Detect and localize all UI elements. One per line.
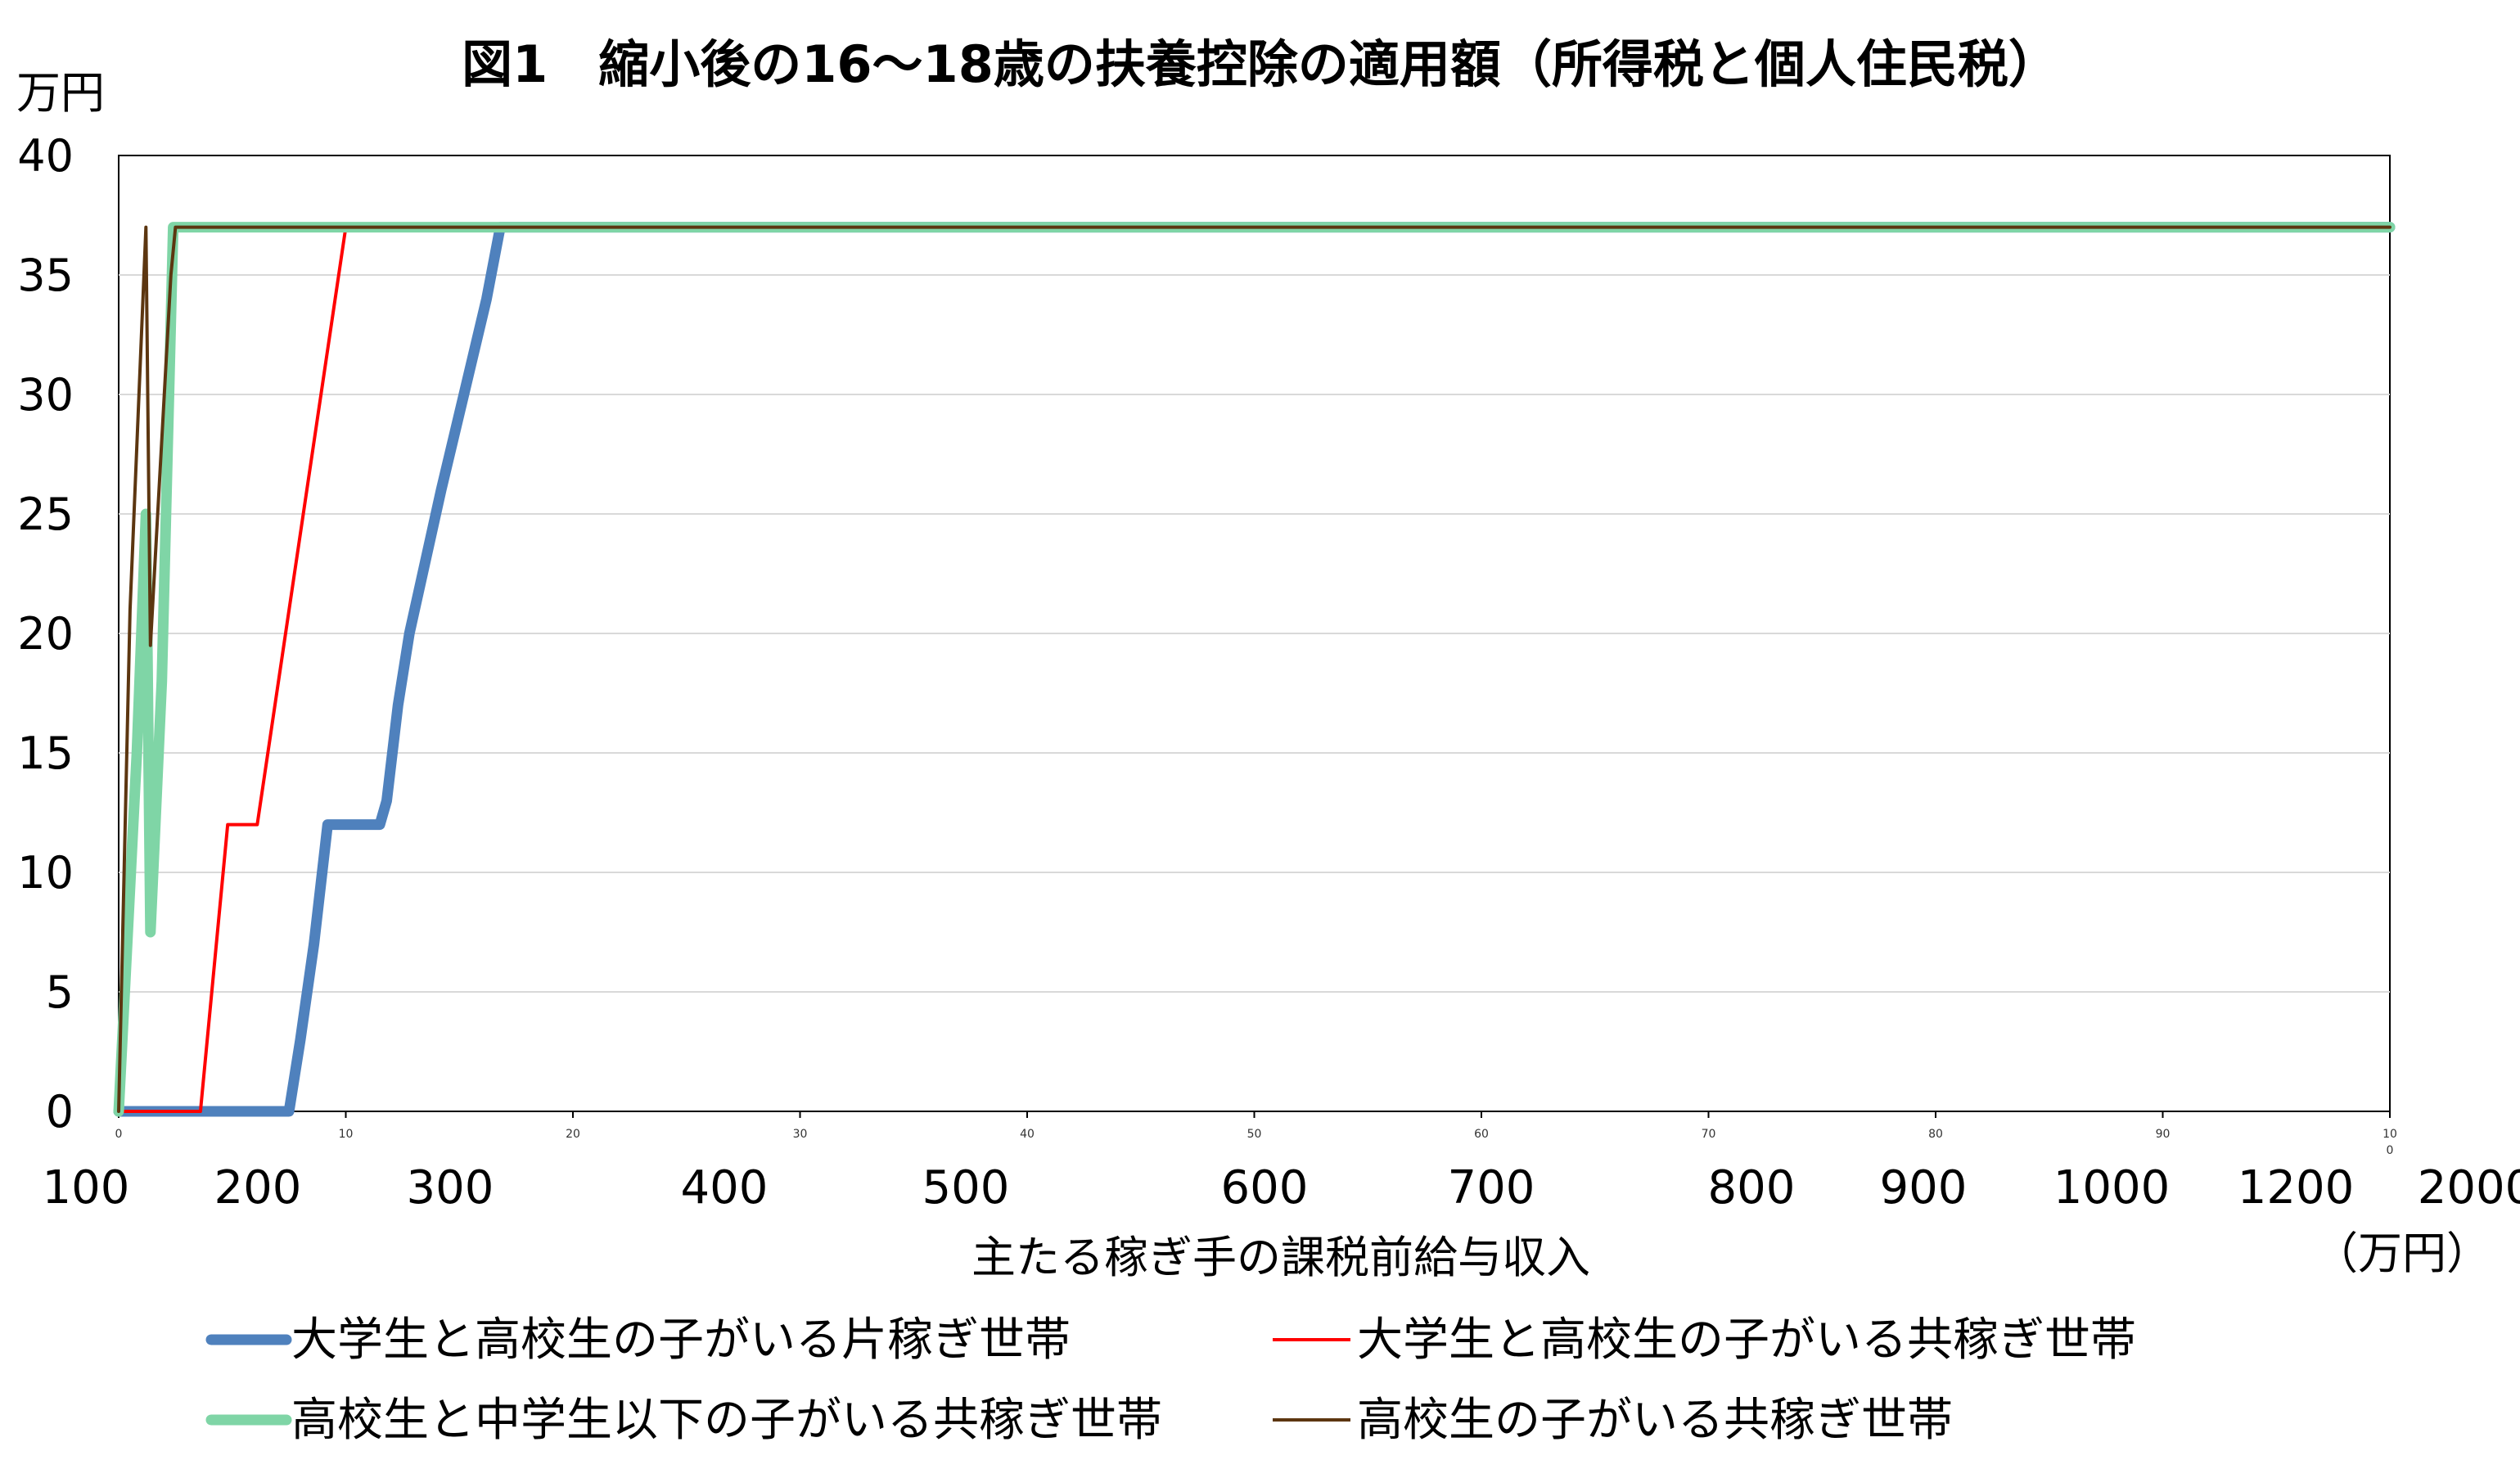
- x-income-label-400: 400: [681, 1161, 769, 1214]
- legend: 大学生と高校生の子がいる片稼ぎ世帯 大学生と高校生の子がいる共稼ぎ世帯 高校生と…: [205, 1314, 2136, 1447]
- x-income-label-200: 200: [214, 1161, 302, 1214]
- legend-label-series-1: 大学生と高校生の子がいる片稼ぎ世帯: [291, 1314, 1071, 1367]
- x-tick-small-label: 50: [1247, 1128, 1262, 1141]
- grid-lines: [119, 274, 2390, 993]
- x-tick-small-label: 40: [1020, 1128, 1035, 1141]
- series-lines: [113, 222, 2396, 1117]
- y-tick-label-0: 0: [46, 1086, 74, 1138]
- x-income-label-600: 600: [1221, 1161, 1309, 1214]
- y-tick-label-10: 10: [17, 847, 74, 899]
- y-tick-label-25: 25: [17, 489, 74, 540]
- x-axis-small-ticks: 0 10 20 30 40 50 60 70 80 90 100: [115, 1111, 2397, 1157]
- x-tick-small-label: 20: [566, 1128, 580, 1141]
- x-income-label-1200: 1200: [2238, 1161, 2355, 1214]
- y-axis-unit-label: 万円: [16, 67, 105, 119]
- series-line-4: [117, 225, 2392, 1113]
- x-tick-small-label: 60: [1474, 1128, 1489, 1141]
- x-tick-small-label: 10: [2383, 1128, 2397, 1141]
- x-income-label-500: 500: [922, 1161, 1010, 1214]
- x-income-label-300: 300: [407, 1161, 494, 1214]
- chart-title: 図1 縮小後の16～18歳の扶養控除の適用額（所得税と個人住民税）: [462, 34, 2059, 94]
- y-tick-label-35: 35: [17, 250, 74, 301]
- x-income-label-900: 900: [1880, 1161, 1968, 1214]
- y-tick-label-40: 40: [17, 130, 74, 182]
- x-income-label-100: 100: [43, 1161, 130, 1214]
- x-income-label-2000: 2000: [2418, 1161, 2520, 1214]
- x-tick-small-label: 30: [793, 1128, 808, 1141]
- x-income-label-700: 700: [1448, 1161, 1535, 1214]
- legend-label-series-2: 大学生と高校生の子がいる共稼ぎ世帯: [1357, 1314, 2136, 1367]
- y-axis-ticks: 0 5 10 15 20 25 30 35 40: [17, 130, 74, 1138]
- series-line-3: [113, 222, 2396, 1117]
- x-income-label-1000: 1000: [2053, 1161, 2171, 1214]
- x-tick-small-label-extra: 0: [2387, 1144, 2394, 1157]
- legend-label-series-4: 高校生の子がいる共稼ぎ世帯: [1357, 1394, 1953, 1447]
- y-tick-label-30: 30: [17, 369, 74, 421]
- x-tick-small-label: 0: [115, 1128, 123, 1141]
- x-tick-small-label: 90: [2156, 1128, 2171, 1141]
- x-tick-small-label: 80: [1928, 1128, 1943, 1141]
- x-tick-small-label: 10: [339, 1128, 354, 1141]
- x-axis-label: 主たる稼ぎ手の課税前給与収入: [971, 1232, 1590, 1283]
- y-tick-label-5: 5: [46, 967, 74, 1018]
- x-tick-small-label: 70: [1702, 1128, 1716, 1141]
- x-axis-income-ticks: 100 200 300 400 500 600 700 800 900 1000 1200 2000: [43, 1161, 2520, 1214]
- x-axis-unit-label: （万円）: [2314, 1228, 2491, 1279]
- y-tick-label-20: 20: [17, 608, 74, 660]
- x-income-label-800: 800: [1708, 1161, 1796, 1214]
- series-line-1: [113, 222, 2396, 1117]
- legend-label-series-3: 高校生と中学生以下の子がいる共稼ぎ世帯: [291, 1394, 1162, 1447]
- y-tick-label-15: 15: [17, 728, 74, 779]
